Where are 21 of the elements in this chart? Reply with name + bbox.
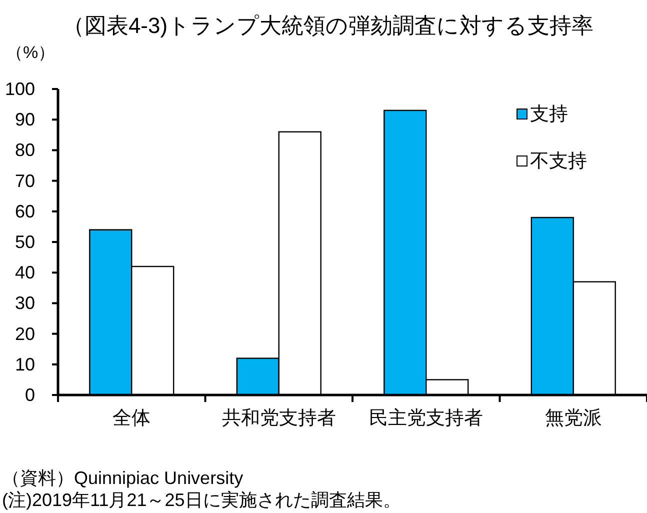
- y-tick-label: 70: [14, 170, 35, 191]
- y-tick-label: 80: [14, 140, 35, 160]
- y-tick-label: 30: [14, 293, 35, 314]
- y-tick-label: 10: [14, 354, 35, 374]
- legend-label: 不支持: [530, 151, 587, 172]
- x-tick-label: 共和党支持者: [222, 408, 336, 429]
- y-tick-label: 90: [14, 110, 35, 130]
- y-tick-label: 50: [14, 232, 35, 252]
- text: （資料）Quinnipiac University: [2, 468, 244, 488]
- x-tick-label: 全体: [112, 408, 151, 429]
- legend-label: 支持: [530, 104, 568, 126]
- y-tick-label: 60: [14, 201, 35, 222]
- chart-title: （図表4-3)トランプ大統領の弾劾調査に対する支持率: [62, 13, 594, 38]
- y-tick-label: 40: [14, 262, 35, 283]
- x-tick-label: 無党派: [544, 408, 602, 429]
- y-tick-label: 100: [4, 79, 35, 99]
- y-tick-label: 0: [24, 385, 35, 405]
- x-tick-label: 民主党支持者: [369, 407, 484, 429]
- y-tick-label: 20: [14, 324, 35, 344]
- text: (注)2019年11月21～25日に実施された調査結果。: [2, 490, 401, 510]
- y-axis-title: （%）: [6, 43, 56, 62]
